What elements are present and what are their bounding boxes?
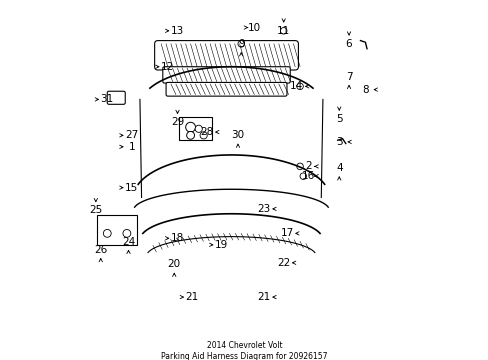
Text: 9: 9 — [238, 39, 244, 49]
Text: 25: 25 — [89, 206, 102, 216]
Text: 8: 8 — [361, 85, 368, 95]
FancyBboxPatch shape — [166, 82, 286, 96]
Text: 7: 7 — [345, 72, 352, 81]
Text: 4: 4 — [335, 163, 342, 173]
Text: 17: 17 — [280, 228, 293, 238]
Circle shape — [122, 229, 130, 237]
Text: 5: 5 — [335, 114, 342, 124]
Text: 21: 21 — [185, 292, 199, 302]
Text: 3: 3 — [335, 137, 342, 147]
Text: 2014 Chevrolet Volt
Parking Aid Harness Diagram for 20926157: 2014 Chevrolet Volt Parking Aid Harness … — [161, 341, 327, 360]
Circle shape — [200, 132, 207, 139]
Text: 15: 15 — [125, 183, 138, 193]
Text: 13: 13 — [170, 26, 184, 36]
FancyBboxPatch shape — [163, 67, 290, 83]
Text: 18: 18 — [170, 233, 184, 243]
Circle shape — [300, 173, 306, 179]
Text: 10: 10 — [247, 23, 260, 32]
FancyBboxPatch shape — [107, 91, 125, 104]
Text: 23: 23 — [257, 204, 270, 214]
Circle shape — [195, 125, 202, 132]
Text: 16: 16 — [301, 171, 314, 181]
Text: 29: 29 — [170, 117, 184, 127]
Text: 2: 2 — [305, 161, 311, 171]
Circle shape — [103, 229, 111, 237]
Text: 24: 24 — [122, 237, 135, 247]
Bar — [97, 215, 137, 245]
Text: 30: 30 — [231, 130, 244, 140]
Circle shape — [186, 131, 194, 139]
Text: 14: 14 — [289, 81, 303, 91]
Text: 12: 12 — [161, 62, 174, 72]
Text: 6: 6 — [345, 39, 352, 49]
Text: 26: 26 — [94, 245, 107, 255]
Text: 20: 20 — [167, 260, 181, 269]
Text: 21: 21 — [257, 292, 270, 302]
Text: 19: 19 — [215, 240, 228, 250]
Circle shape — [185, 122, 195, 132]
FancyBboxPatch shape — [154, 41, 298, 70]
Circle shape — [238, 41, 244, 47]
Text: 1: 1 — [128, 142, 135, 152]
Text: 31: 31 — [101, 94, 114, 104]
Bar — [179, 117, 211, 140]
Text: 27: 27 — [125, 130, 138, 140]
Text: 11: 11 — [277, 26, 290, 36]
Text: 22: 22 — [277, 258, 290, 268]
Circle shape — [280, 27, 286, 34]
Circle shape — [296, 83, 303, 90]
Circle shape — [296, 163, 303, 170]
Text: 28: 28 — [200, 127, 213, 137]
